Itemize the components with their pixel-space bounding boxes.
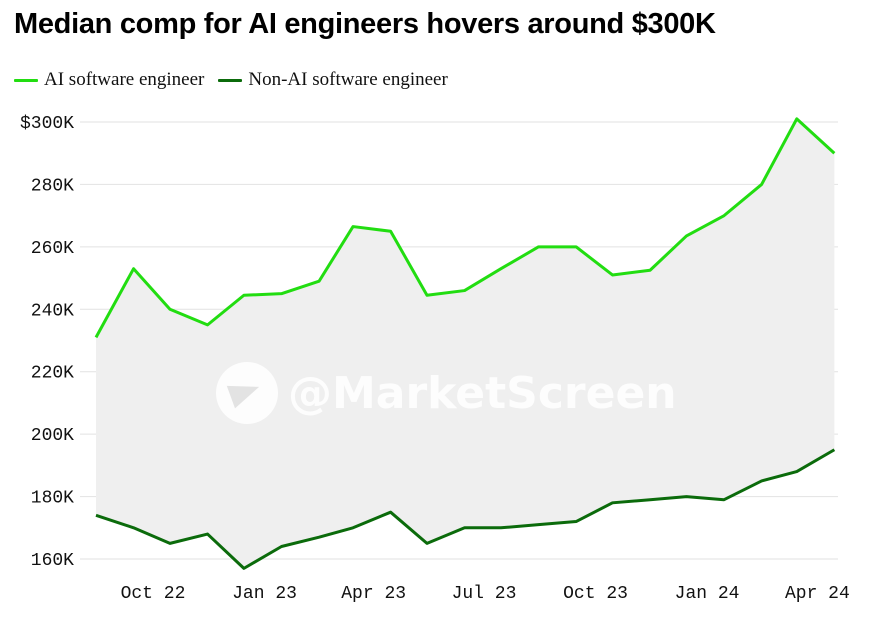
x-tick-label: Jan 23 [232, 584, 297, 604]
legend: AI software engineer Non-AI software eng… [14, 66, 448, 94]
legend-item-ai: AI software engineer [14, 69, 204, 91]
y-tick-label: 160K [31, 551, 74, 571]
legend-swatch-non-ai [218, 78, 243, 82]
x-tick-label: Jan 24 [675, 584, 740, 604]
y-tick-label: 260K [31, 239, 74, 259]
x-tick-label: Oct 22 [121, 584, 186, 604]
x-tick-label: Apr 23 [341, 584, 406, 604]
chart-title: Median comp for AI engineers hovers arou… [14, 8, 716, 40]
x-tick-label: Jul 23 [452, 584, 517, 604]
legend-item-non-ai: Non-AI software engineer [218, 69, 448, 91]
y-tick-label: 220K [31, 364, 74, 384]
y-tick-label: 200K [31, 426, 74, 446]
legend-swatch-ai [14, 78, 38, 82]
band-area [96, 118, 835, 569]
y-tick-label: 280K [31, 176, 74, 196]
legend-label-non-ai: Non-AI software engineer [248, 69, 448, 90]
legend-label-ai: AI software engineer [44, 69, 205, 90]
y-tick-label: 240K [31, 301, 74, 321]
y-tick-label: 180K [31, 489, 74, 509]
x-tick-label: Apr 24 [785, 584, 850, 604]
y-tick-label: $300K [20, 114, 74, 134]
x-tick-label: Oct 23 [563, 584, 628, 604]
